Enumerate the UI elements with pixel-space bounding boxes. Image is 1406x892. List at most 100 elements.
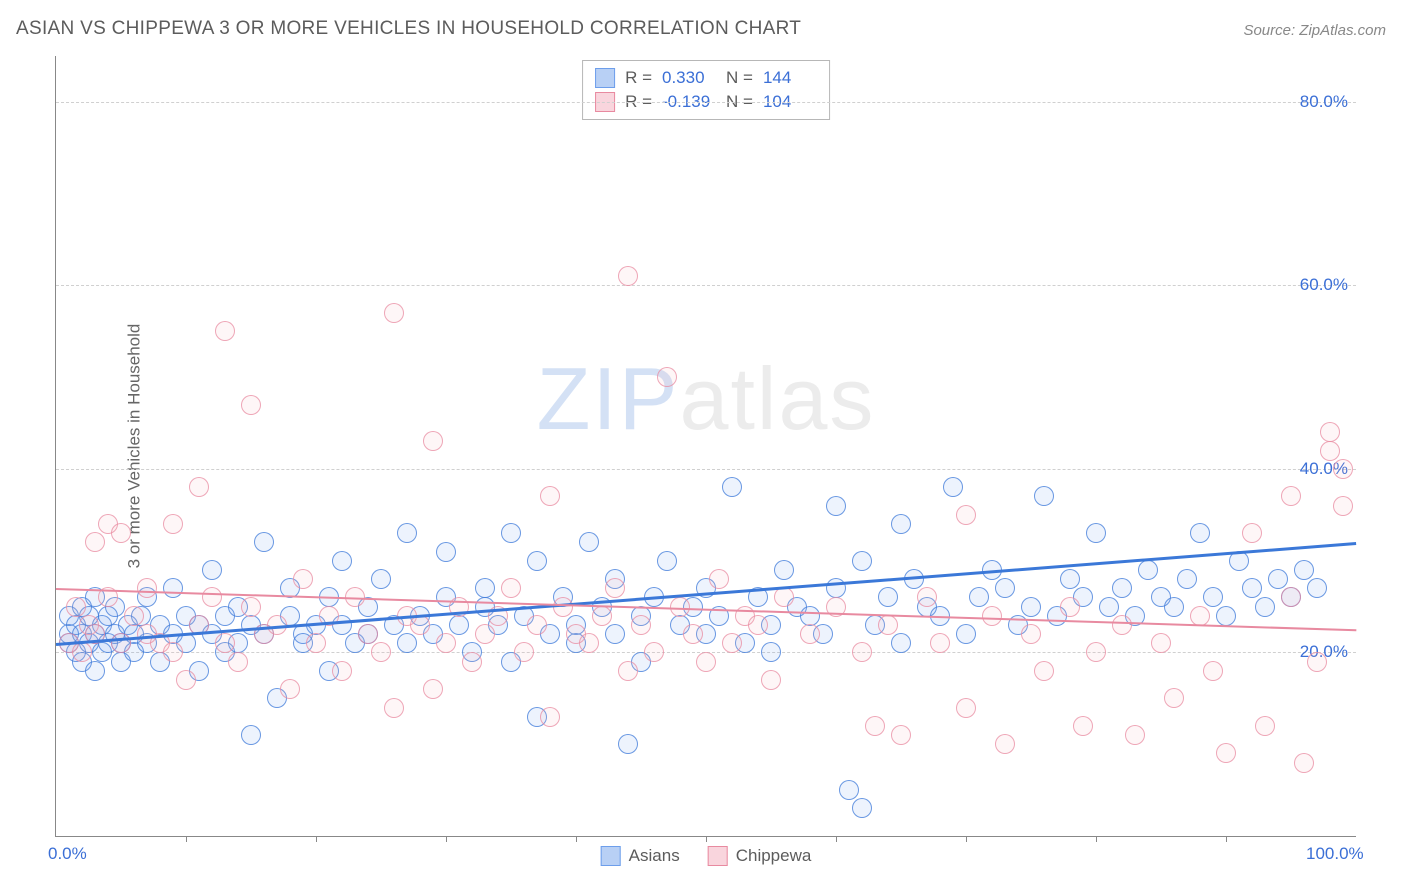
xtick bbox=[186, 836, 187, 842]
scatter-point bbox=[1086, 642, 1106, 662]
scatter-point bbox=[371, 569, 391, 589]
scatter-point bbox=[501, 523, 521, 543]
xtick bbox=[966, 836, 967, 842]
xtick bbox=[316, 836, 317, 842]
scatter-point bbox=[436, 633, 456, 653]
scatter-point bbox=[1112, 615, 1132, 635]
scatter-point bbox=[722, 477, 742, 497]
scatter-point bbox=[579, 633, 599, 653]
xtick bbox=[576, 836, 577, 842]
scatter-point bbox=[800, 624, 820, 644]
scatter-point bbox=[332, 551, 352, 571]
scatter-point bbox=[592, 606, 612, 626]
scatter-point bbox=[371, 642, 391, 662]
scatter-point bbox=[358, 624, 378, 644]
scatter-point bbox=[449, 615, 469, 635]
gridline bbox=[56, 285, 1356, 286]
scatter-point bbox=[1112, 578, 1132, 598]
scatter-point bbox=[1281, 587, 1301, 607]
scatter-point bbox=[605, 578, 625, 598]
scatter-point bbox=[1255, 716, 1275, 736]
legend-item-chippewa: Chippewa bbox=[708, 846, 812, 866]
scatter-point bbox=[579, 532, 599, 552]
scatter-point bbox=[176, 670, 196, 690]
scatter-point bbox=[72, 642, 92, 662]
scatter-point bbox=[215, 321, 235, 341]
scatter-point bbox=[618, 734, 638, 754]
scatter-point bbox=[1268, 569, 1288, 589]
scatter-point bbox=[189, 477, 209, 497]
scatter-point bbox=[618, 266, 638, 286]
scatter-point bbox=[761, 642, 781, 662]
gridline bbox=[56, 102, 1356, 103]
scatter-point bbox=[241, 395, 261, 415]
chart-container: ASIAN VS CHIPPEWA 3 OR MORE VEHICLES IN … bbox=[0, 0, 1406, 892]
xtick bbox=[1226, 836, 1227, 842]
legend-label-asians: Asians bbox=[629, 846, 680, 866]
scatter-point bbox=[436, 542, 456, 562]
scatter-point bbox=[800, 606, 820, 626]
scatter-point bbox=[241, 725, 261, 745]
scatter-point bbox=[709, 569, 729, 589]
scatter-point bbox=[878, 587, 898, 607]
scatter-point bbox=[774, 560, 794, 580]
scatter-point bbox=[1294, 560, 1314, 580]
scatter-point bbox=[969, 587, 989, 607]
bottom-legend: Asians Chippewa bbox=[601, 846, 812, 866]
scatter-point bbox=[1294, 753, 1314, 773]
scatter-point bbox=[462, 652, 482, 672]
scatter-point bbox=[1190, 523, 1210, 543]
scatter-point bbox=[137, 578, 157, 598]
scatter-point bbox=[956, 624, 976, 644]
chart-title: ASIAN VS CHIPPEWA 3 OR MORE VEHICLES IN … bbox=[16, 18, 801, 40]
scatter-point bbox=[397, 523, 417, 543]
scatter-point bbox=[605, 624, 625, 644]
scatter-point bbox=[163, 514, 183, 534]
scatter-point bbox=[397, 633, 417, 653]
xtick-label: 100.0% bbox=[1306, 844, 1364, 864]
ytick-label: 80.0% bbox=[1300, 92, 1348, 112]
scatter-point bbox=[852, 798, 872, 818]
scatter-point bbox=[891, 514, 911, 534]
scatter-point bbox=[891, 633, 911, 653]
legend-swatch-asians bbox=[601, 846, 621, 866]
scatter-point bbox=[722, 633, 742, 653]
legend-label-chippewa: Chippewa bbox=[736, 846, 812, 866]
legend-swatch-chippewa bbox=[708, 846, 728, 866]
scatter-point bbox=[501, 578, 521, 598]
scatter-point bbox=[670, 597, 690, 617]
scatter-point bbox=[1203, 587, 1223, 607]
xtick bbox=[706, 836, 707, 842]
scatter-point bbox=[839, 780, 859, 800]
scatter-point bbox=[956, 505, 976, 525]
scatter-point bbox=[644, 642, 664, 662]
xtick bbox=[1096, 836, 1097, 842]
scatter-point bbox=[423, 679, 443, 699]
scatter-point bbox=[202, 560, 222, 580]
scatter-point bbox=[384, 698, 404, 718]
scatter-point bbox=[306, 633, 326, 653]
scatter-point bbox=[527, 551, 547, 571]
scatter-point bbox=[930, 633, 950, 653]
scatter-point bbox=[423, 431, 443, 451]
scatter-point bbox=[657, 551, 677, 571]
scatter-point bbox=[1086, 523, 1106, 543]
ytick-label: 60.0% bbox=[1300, 275, 1348, 295]
scatter-point bbox=[1021, 597, 1041, 617]
xtick bbox=[446, 836, 447, 842]
scatter-point bbox=[1164, 688, 1184, 708]
scatter-point bbox=[917, 587, 937, 607]
scatter-point bbox=[1177, 569, 1197, 589]
scatter-point bbox=[1021, 624, 1041, 644]
scatter-point bbox=[852, 551, 872, 571]
scatter-point bbox=[475, 624, 495, 644]
scatter-point bbox=[1307, 578, 1327, 598]
scatter-point bbox=[995, 578, 1015, 598]
scatter-point bbox=[163, 642, 183, 662]
legend-item-asians: Asians bbox=[601, 846, 680, 866]
scatter-point bbox=[66, 597, 86, 617]
scatter-point bbox=[1242, 523, 1262, 543]
scatter-point bbox=[1320, 422, 1340, 442]
scatter-point bbox=[1333, 496, 1353, 516]
scatter-point bbox=[111, 523, 131, 543]
